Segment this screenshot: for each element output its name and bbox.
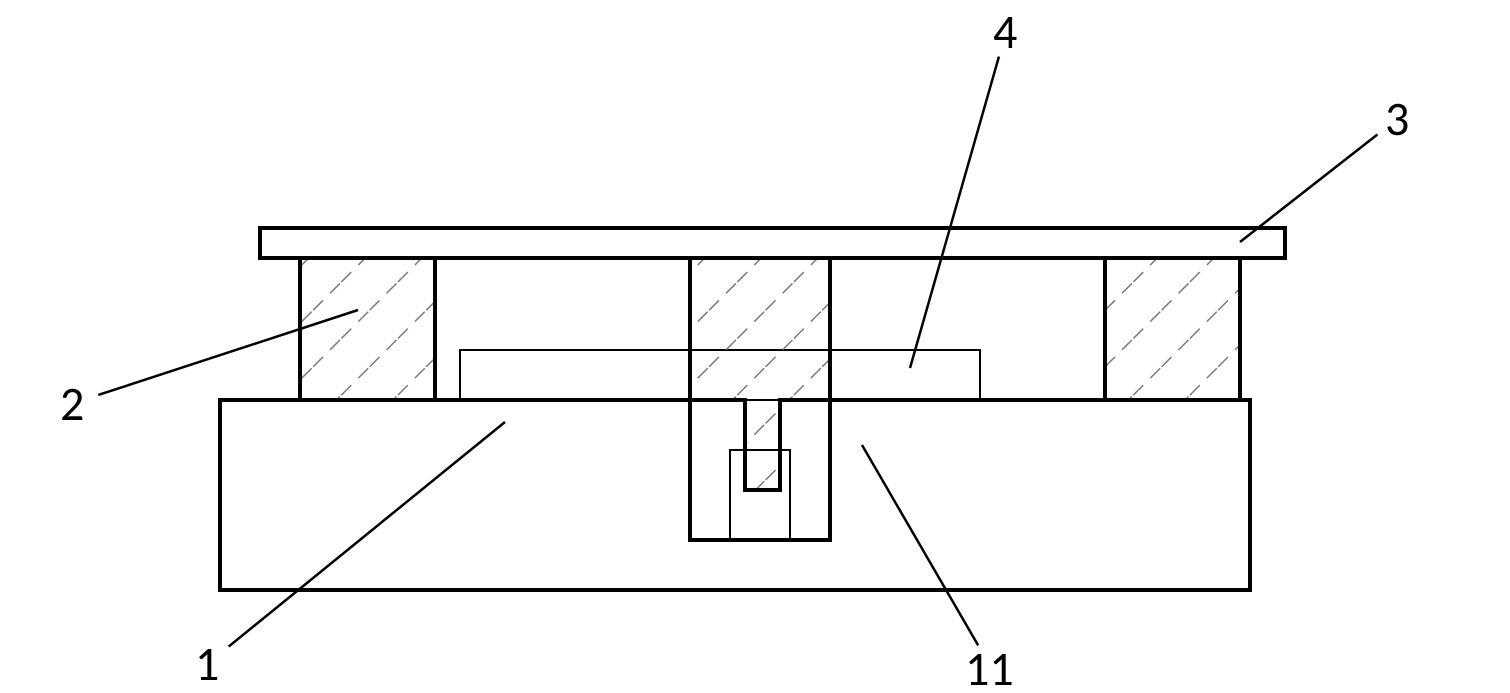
callout-leader-4: [910, 57, 999, 368]
base-body: [220, 400, 1250, 590]
hatched-block-left: [300, 258, 435, 400]
callout-leader-3: [1240, 134, 1377, 242]
callout-leader-1: [229, 422, 505, 647]
callout-label-3: 3: [1385, 89, 1409, 148]
callout-label-11: 11: [965, 639, 1014, 693]
hatched-block-right: [1105, 258, 1240, 400]
callout-label-2: 2: [60, 374, 84, 433]
callout-label-4: 4: [993, 2, 1017, 61]
callout-label-1: 1: [195, 634, 219, 693]
callout-leader-11: [862, 445, 978, 645]
hatched-block-center-group: [690, 258, 830, 490]
top-plate: [260, 228, 1285, 258]
